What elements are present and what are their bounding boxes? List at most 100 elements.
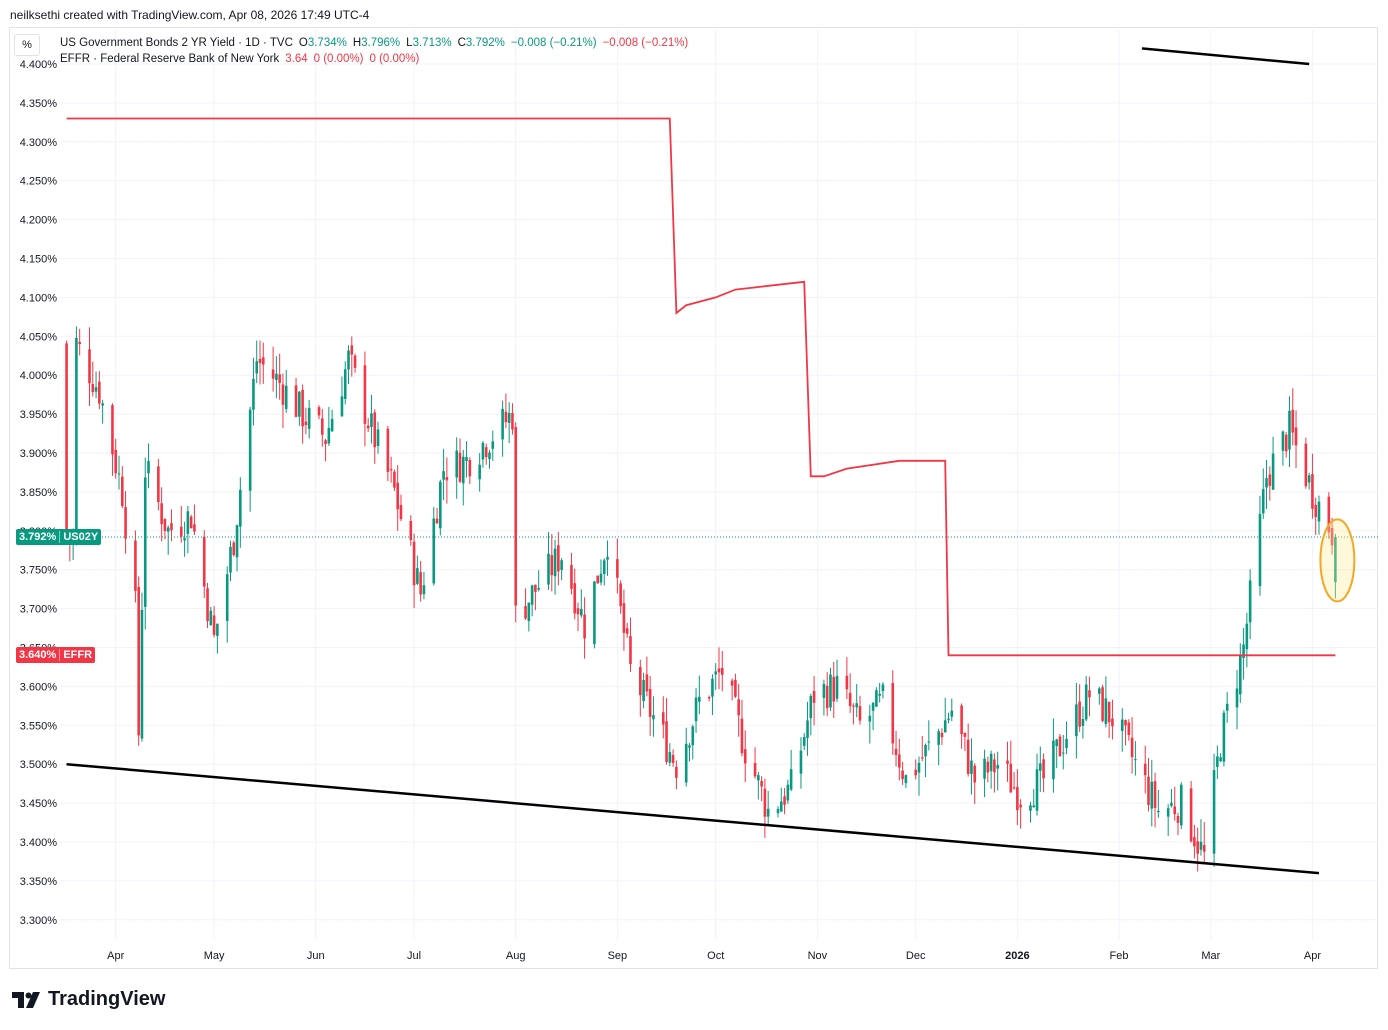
y-tick-label: 3.300% <box>20 915 58 927</box>
candle-body <box>652 715 655 720</box>
candle-body <box>1111 718 1114 727</box>
candle-body <box>737 699 740 716</box>
candle-body <box>1124 719 1127 726</box>
candle-body <box>484 447 488 458</box>
candle-body <box>534 584 537 592</box>
effr-price-value: 3.640% <box>19 649 57 662</box>
legend-row-us02y[interactable]: US Government Bonds 2 YR Yield · 1D · TV… <box>60 35 688 51</box>
candle-body <box>1029 805 1032 811</box>
legend-high-label: H <box>352 37 362 49</box>
candle-body <box>599 573 603 583</box>
x-tick-label: Apr <box>1304 950 1321 962</box>
candle-body <box>1019 804 1022 808</box>
candle-body <box>386 428 390 472</box>
candle-body <box>183 538 186 541</box>
y-tick-label: 3.900% <box>20 448 58 460</box>
candle-body <box>802 736 806 746</box>
x-tick-label: Oct <box>707 950 724 962</box>
candle-body <box>904 775 908 784</box>
candle-body <box>537 588 540 590</box>
candle-body <box>298 391 301 417</box>
candle-body <box>583 614 586 639</box>
candle-body <box>347 350 350 370</box>
candle-body <box>468 460 472 477</box>
candle-body <box>707 697 711 699</box>
candle-body <box>806 720 809 738</box>
y-tick-label: 3.850% <box>20 487 58 499</box>
candle-body <box>927 741 931 743</box>
y-tick-label: 3.350% <box>20 876 58 888</box>
candle-body <box>557 545 560 572</box>
candle-body <box>593 581 596 645</box>
x-tick-label: Dec <box>906 950 926 962</box>
y-tick-label: 4.100% <box>20 292 58 304</box>
candle-body <box>832 676 836 702</box>
candle-body <box>665 721 668 762</box>
candle-body <box>317 407 321 416</box>
candle-body <box>845 675 849 690</box>
candle-body <box>212 615 216 635</box>
candle-body <box>439 481 442 529</box>
candle-body <box>320 418 324 435</box>
candle-body <box>871 702 875 711</box>
candle-body <box>898 754 901 768</box>
candle-body <box>619 583 622 607</box>
candle-body <box>1084 684 1088 720</box>
candle-body <box>760 780 763 787</box>
candle-body <box>229 546 232 573</box>
candle-body <box>1271 453 1275 490</box>
candle-body <box>458 452 462 482</box>
candle-body <box>75 337 78 541</box>
candle-body <box>875 690 878 707</box>
candle-body <box>688 745 691 748</box>
y-tick-label: 4.250% <box>20 176 58 188</box>
candle-body <box>160 503 163 525</box>
legend-high-value: 3.796% <box>361 37 401 49</box>
candle-body <box>170 523 173 531</box>
candle-body <box>186 511 190 534</box>
chart-legend: US Government Bonds 2 YR Yield · 1D · TV… <box>60 35 688 67</box>
candle-body <box>412 541 416 586</box>
y-tick-label: 4.150% <box>20 254 58 266</box>
candle-body <box>511 412 514 430</box>
trendline <box>66 762 1320 875</box>
candle-body <box>1268 474 1272 486</box>
candle-body <box>180 526 183 537</box>
candle-body <box>353 355 357 368</box>
tradingview-logo[interactable]: TradingView <box>12 988 165 1011</box>
candle-body <box>734 679 737 697</box>
candle-body <box>209 610 213 626</box>
candle-body <box>235 525 239 558</box>
x-tick-label: Nov <box>808 950 828 962</box>
candle-body <box>799 750 803 774</box>
candle-body <box>327 428 331 444</box>
candle-body <box>596 575 599 584</box>
candle-body <box>1170 802 1173 806</box>
tradingview-logo-icon <box>12 991 40 1008</box>
candle-body <box>252 378 255 410</box>
candle-body <box>239 489 242 527</box>
candle-body <box>753 763 757 777</box>
candle-body <box>698 696 701 702</box>
candle-body <box>711 678 714 697</box>
candle-body <box>393 471 396 488</box>
y-tick-label: 3.950% <box>20 409 58 421</box>
y-tick-label: 4.300% <box>20 137 58 149</box>
candle-body <box>481 443 485 460</box>
candle-body <box>901 770 904 779</box>
candle-body <box>1265 478 1268 488</box>
candle-body <box>501 408 504 440</box>
candle-body <box>527 602 531 621</box>
candle-body <box>675 766 678 778</box>
candle-body <box>717 668 721 673</box>
legend-row-effr[interactable]: EFFR · Federal Reserve Bank of New York … <box>60 51 688 67</box>
y-tick-label: 3.400% <box>20 837 58 849</box>
candle-body <box>202 536 206 587</box>
candle-body <box>1173 806 1177 815</box>
percent-scale-button[interactable]: % <box>14 34 40 56</box>
candle-body <box>668 752 672 763</box>
candle-body <box>1202 845 1206 852</box>
candle-body <box>91 384 95 393</box>
legend-symbol: US Government Bonds 2 YR Yield · 1D · TV… <box>60 37 293 49</box>
